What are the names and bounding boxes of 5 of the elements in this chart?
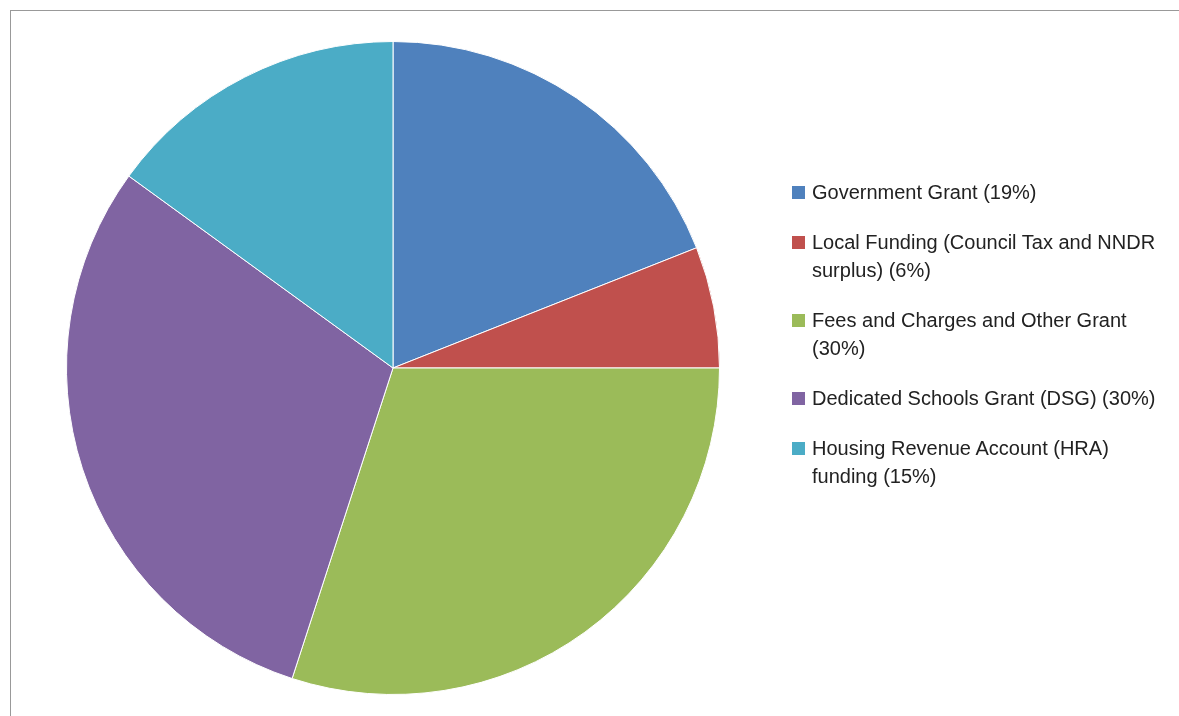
legend-label: Government Grant (19%) — [812, 180, 1037, 205]
legend-label: Housing Revenue Account (HRA) funding (15%) — [812, 436, 1110, 489]
legend-label: Fees and Charges and Other Grant (30%) — [812, 308, 1128, 361]
legend-label: Local Funding (Council Tax and NNDR surplus) (6%) — [812, 230, 1157, 283]
legend-label: Dedicated Schools Grant (DSG) (30%) — [812, 386, 1156, 411]
